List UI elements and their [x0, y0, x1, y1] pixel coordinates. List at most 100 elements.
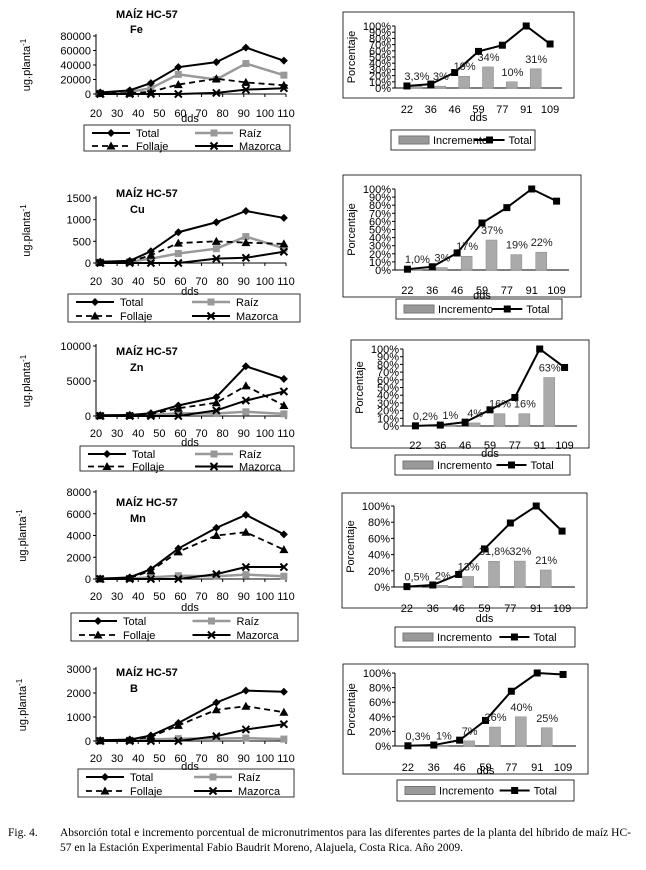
legend-label: Incremento — [433, 135, 488, 147]
y-tick-label: 10000 — [60, 341, 91, 353]
data-label: 21% — [535, 555, 557, 567]
data-point — [146, 731, 155, 740]
legend-label: Total — [533, 632, 556, 644]
x-tick-label: 59 — [484, 440, 496, 452]
x-tick-label: 50 — [153, 753, 165, 765]
data-point — [211, 74, 221, 83]
total-point — [498, 41, 506, 49]
y-tick-label: 80% — [369, 33, 391, 45]
data-point — [174, 411, 183, 421]
x-axis-label: dds — [181, 286, 199, 298]
x-tick-label: 90 — [238, 428, 250, 440]
y-axis-label: Porcentaje — [345, 520, 357, 573]
legend-frame — [395, 298, 563, 320]
data-label: 31% — [525, 54, 547, 66]
incremento-bar — [488, 560, 500, 588]
data-label: 0,2% — [413, 411, 438, 423]
y-tick-label: 1000 — [67, 712, 91, 724]
total-point — [404, 742, 412, 750]
data-point — [96, 411, 105, 420]
legend-label: Follaje — [123, 630, 155, 642]
data-point — [241, 701, 251, 710]
legend-frame — [396, 779, 575, 802]
y-tick-label: 50% — [369, 225, 391, 237]
legend-marker — [209, 462, 219, 471]
total-line — [407, 671, 564, 747]
legend-bar-swatch — [403, 304, 435, 314]
chart-frame — [342, 174, 582, 298]
data-point — [174, 736, 183, 746]
y-tick-label: 100% — [363, 21, 391, 33]
x-tick-label: 109 — [555, 440, 573, 452]
x-tick-label: 60 — [174, 108, 186, 120]
data-label: 13% — [458, 561, 480, 573]
data-label: 17% — [456, 241, 478, 253]
data-point — [212, 698, 221, 707]
incremento-bar — [535, 251, 547, 271]
incremento-bar — [436, 585, 449, 588]
legend-label: Follaje — [132, 462, 164, 474]
y-tick-label: 20% — [369, 726, 391, 738]
data-point — [212, 88, 221, 98]
y-tick-label: 40% — [368, 550, 390, 562]
legend-label: Total — [531, 460, 554, 472]
total-point — [503, 204, 511, 212]
data-point — [125, 86, 134, 95]
x-tick-label: 46 — [449, 104, 461, 116]
x-tick-label: 60 — [174, 276, 186, 288]
total-point — [456, 736, 464, 744]
legend: Total Raíz Follaje Mazorca — [83, 124, 291, 153]
data-point — [212, 569, 221, 579]
data-label: 19% — [506, 240, 528, 252]
series-line-total — [100, 513, 285, 580]
y-tick-label: 60% — [369, 216, 391, 228]
x-tick-label: 30 — [111, 753, 123, 765]
total-point — [478, 219, 486, 227]
legend: Incremento Total — [394, 626, 576, 648]
legend-label: Raíz — [236, 297, 259, 309]
data-label: 37% — [481, 225, 503, 237]
y-tick-label: 100% — [371, 344, 399, 356]
x-tick-label: 20 — [90, 276, 102, 288]
data-point — [212, 735, 220, 743]
data-label: 7% — [462, 726, 478, 738]
chart-subtitle: Fe — [130, 24, 143, 36]
y-tick-label: 100% — [363, 184, 391, 196]
y-tick-label: 60% — [369, 697, 391, 709]
data-point — [241, 238, 251, 247]
y-tick-label: 20% — [368, 566, 390, 578]
x-tick-label: 36 — [426, 285, 438, 297]
legend-label: Total — [526, 304, 549, 316]
total-point — [461, 418, 469, 426]
chart-subtitle: Cu — [130, 204, 145, 216]
legend-marker — [486, 136, 494, 144]
total-point — [427, 80, 435, 88]
incremento-bar — [529, 68, 542, 89]
y-tick-label: 100% — [362, 501, 390, 513]
legend-label: Total — [123, 616, 146, 628]
data-point — [241, 77, 251, 86]
data-label: 34% — [477, 52, 499, 64]
legend-bar-swatch — [402, 632, 434, 642]
y-tick-label: 500 — [73, 236, 91, 248]
legend-marker — [208, 786, 218, 796]
data-point — [146, 574, 156, 584]
legend-marker — [511, 787, 519, 794]
data-point — [211, 705, 221, 714]
x-tick-label: 20 — [90, 591, 102, 603]
x-tick-label: 110 — [277, 753, 295, 765]
legend-marker — [102, 462, 112, 470]
x-tick-label: 70 — [195, 591, 207, 603]
data-point — [241, 43, 250, 52]
data-label: 1% — [436, 730, 452, 742]
data-point — [146, 565, 155, 574]
x-tick-label: 59 — [472, 104, 484, 116]
legend-marker — [90, 311, 100, 320]
data-label: 16% — [489, 399, 511, 411]
data-label: 1,0% — [405, 254, 430, 266]
chart-frame — [341, 492, 588, 609]
legend-marker — [91, 298, 99, 306]
x-tick-label: 110 — [277, 591, 295, 603]
data-point — [212, 254, 221, 263]
legend-label: Mazorca — [237, 630, 280, 642]
